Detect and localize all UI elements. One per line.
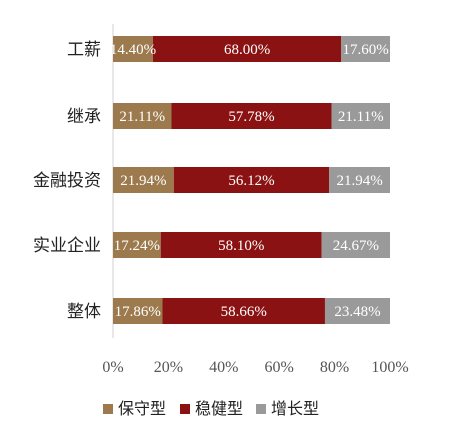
- bar-segment: [113, 232, 161, 258]
- legend-swatch: [103, 404, 113, 414]
- category-label: 继承: [67, 107, 101, 127]
- bar-segment: [160, 232, 322, 258]
- category-label: 实业企业: [33, 236, 101, 256]
- bar-segment: [321, 232, 391, 258]
- bar-data-label: 23.48%: [334, 304, 380, 320]
- bar-data-label: 56.12%: [228, 173, 274, 189]
- bar-segment: [113, 298, 163, 324]
- bar-segment: [113, 167, 174, 193]
- x-axis-ticks: 0% 20% 40% 60% 80% 100%: [102, 359, 408, 376]
- x-tick-label: 80%: [320, 359, 349, 376]
- x-tick-label: 0%: [102, 359, 123, 376]
- category-label: 金融投资: [33, 171, 101, 191]
- category-label: 工薪: [67, 40, 101, 60]
- bar-segment: [331, 103, 390, 129]
- bar-segment: [324, 298, 390, 324]
- legend-label: 增长型: [271, 399, 319, 418]
- bar-data-label: 57.78%: [228, 109, 274, 125]
- legend-swatch: [180, 404, 190, 414]
- legend: 保守型 稳健型 增长型: [103, 399, 319, 418]
- bar-segment: [113, 36, 153, 62]
- bars: [113, 36, 391, 324]
- bar-data-label: 58.66%: [221, 304, 267, 320]
- bar-data-label: 21.94%: [336, 173, 382, 189]
- bar-segment: [329, 167, 390, 193]
- bar-data-label: 58.10%: [218, 238, 264, 254]
- x-tick-label: 40%: [209, 359, 238, 376]
- bar-data-label: 17.24%: [114, 238, 160, 254]
- x-tick-label: 100%: [371, 359, 408, 376]
- bar-data-label: 17.60%: [342, 42, 388, 58]
- bar-segment: [171, 103, 332, 129]
- bar-segment: [173, 167, 330, 193]
- legend-label: 稳健型: [195, 399, 243, 418]
- bar-data-label: 68.00%: [224, 42, 270, 58]
- bar-data-label: 17.86%: [115, 304, 161, 320]
- x-tick-label: 60%: [265, 359, 294, 376]
- bar-data-label: 21.11%: [119, 109, 165, 125]
- category-label: 整体: [67, 302, 101, 322]
- legend-label: 保守型: [118, 399, 166, 418]
- bar-data-label: 21.94%: [120, 173, 166, 189]
- bar-segment: [162, 298, 325, 324]
- bar-segment: [113, 103, 172, 129]
- bar-segment: [152, 36, 342, 62]
- bar-segment: [341, 36, 390, 62]
- legend-swatch: [256, 404, 266, 414]
- x-tick-label: 20%: [154, 359, 183, 376]
- bar-data-label: 24.67%: [333, 238, 379, 254]
- bar-data-label: 21.11%: [338, 109, 384, 125]
- bar-data-label: 14.40%: [110, 42, 156, 58]
- bar-labels: 14.40% 68.00% 17.60% 21.11% 57.78% 21.11% 21.9…: [110, 42, 389, 320]
